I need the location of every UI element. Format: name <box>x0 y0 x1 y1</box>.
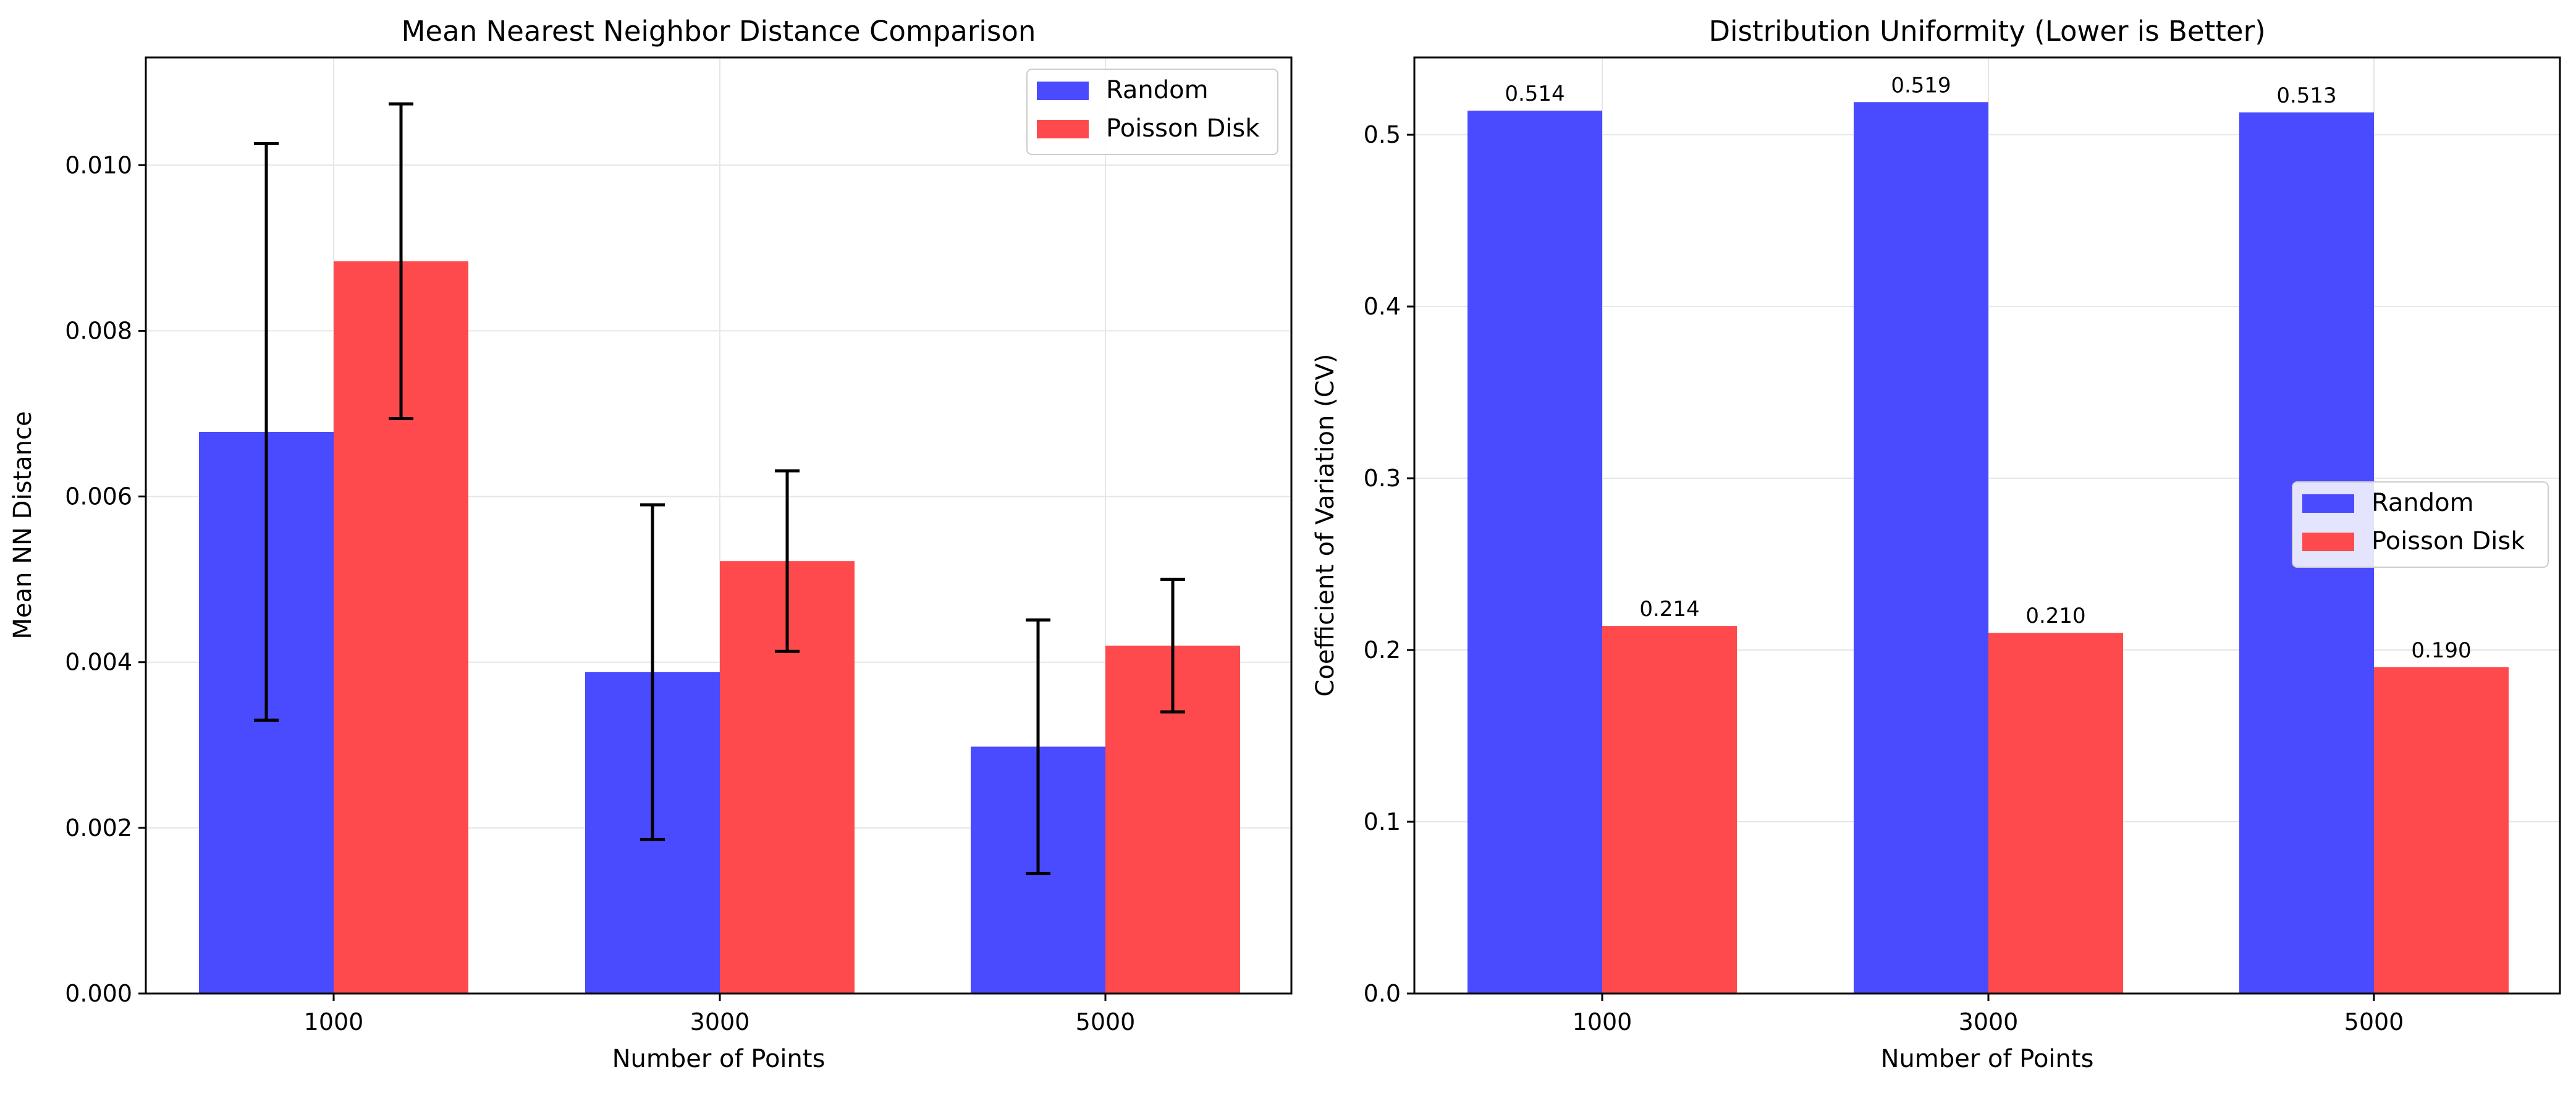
legend: Random Poisson Disk <box>2292 481 2549 568</box>
x-axis-label: Number of Points <box>612 1045 826 1073</box>
plot-frame <box>145 56 1293 995</box>
bar <box>1467 111 1602 994</box>
legend: Random Poisson Disk <box>1026 69 1278 155</box>
x-tick-label: 5000 <box>2344 1008 2404 1036</box>
legend-label: Random <box>2371 489 2474 517</box>
legend-label: Poisson Disk <box>2371 527 2525 555</box>
legend-box <box>2292 481 2549 568</box>
data-label: 0.214 <box>1639 597 1699 622</box>
y-tick-label: 0.1 <box>1364 808 1401 835</box>
legend-swatch <box>2302 533 2354 551</box>
y-tick-label: 0.010 <box>65 151 132 179</box>
legend-swatch <box>2302 494 2354 513</box>
y-tick-label: 0.4 <box>1364 293 1401 320</box>
legend-label: Poisson Disk <box>1106 114 1260 143</box>
legend-swatch <box>1037 120 1089 138</box>
y-tick-label: 0.000 <box>65 980 132 1007</box>
legend-box <box>1026 69 1278 155</box>
y-axis-label: Coefficient of Variation (CV) <box>1311 353 1340 696</box>
data-label: 0.514 <box>1505 82 1565 106</box>
y-tick-label: 0.5 <box>1364 121 1401 148</box>
y-tick-label: 0.2 <box>1364 636 1401 664</box>
y-tick-label: 0.3 <box>1364 465 1401 492</box>
x-tick-label: 3000 <box>690 1008 750 1036</box>
x-tick-label: 1000 <box>304 1008 364 1036</box>
y-tick-label: 0.006 <box>65 483 132 510</box>
bar <box>1988 633 2123 994</box>
data-label: 0.190 <box>2411 638 2471 663</box>
legend-swatch <box>1037 82 1089 100</box>
y-tick-label: 0.008 <box>65 317 132 344</box>
x-axis-label: Number of Points <box>1881 1045 2094 1073</box>
plot-frame <box>1413 56 2561 995</box>
x-tick-label: 3000 <box>1959 1008 2019 1036</box>
data-label: 0.519 <box>1891 73 1951 98</box>
chart-title: Mean Nearest Neighbor Distance Compariso… <box>402 15 1036 48</box>
bar <box>1602 626 1737 994</box>
bar <box>2374 667 2509 994</box>
chart-title: Distribution Uniformity (Lower is Better… <box>1708 15 2265 48</box>
data-label: 0.513 <box>2276 83 2336 108</box>
bar <box>1854 102 1988 994</box>
legend-label: Random <box>1106 76 1209 104</box>
y-tick-label: 0.002 <box>65 814 132 842</box>
y-axis-label: Mean NN Distance <box>9 411 37 639</box>
x-tick-label: 1000 <box>1573 1008 1632 1036</box>
chart-mean-nn-distance: 0.000 0.002 0.004 0.006 0.008 0.010 1000 3000 50… <box>9 15 1293 1073</box>
chart-distribution-uniformity: 0.514 0.519 0.513 0.214 0.210 0.190 0.0 0.1 0.2 0… <box>1311 15 2561 1073</box>
y-tick-label: 0.004 <box>65 649 132 676</box>
data-label: 0.210 <box>2025 604 2085 628</box>
y-tick-label: 0.0 <box>1364 980 1401 1007</box>
x-tick-label: 5000 <box>1076 1008 1136 1036</box>
